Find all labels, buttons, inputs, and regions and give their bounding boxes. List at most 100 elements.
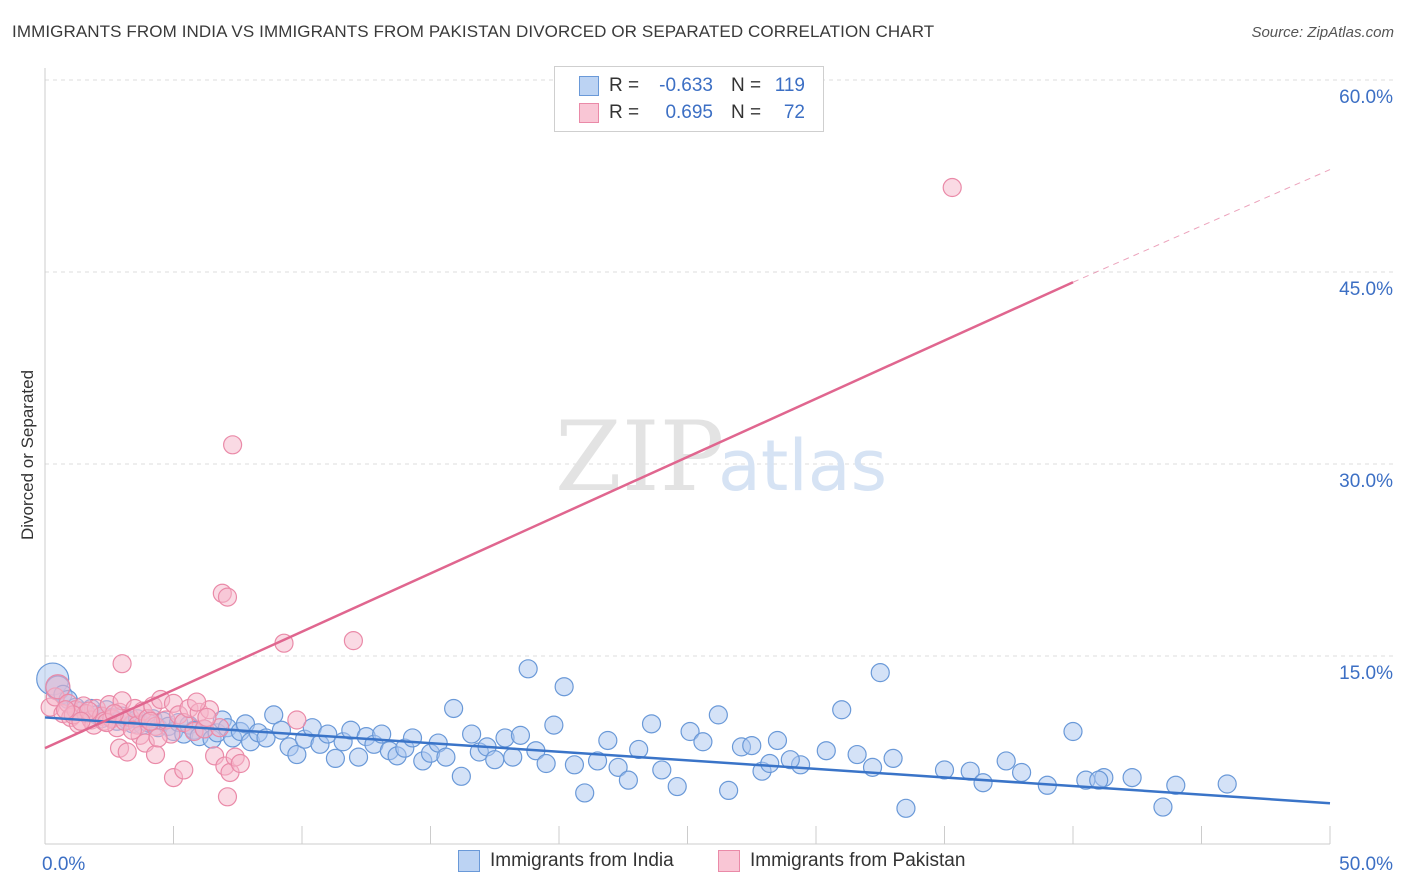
india-point: [760, 753, 780, 774]
series-swatch-pakistan: [718, 850, 740, 872]
india-point: [1153, 797, 1173, 817]
pakistan-point: [45, 674, 71, 700]
india-point: [503, 747, 523, 767]
india-point: [536, 753, 556, 774]
legend-r-label: R =: [609, 102, 640, 123]
india-point: [462, 724, 482, 744]
india-point: [544, 715, 564, 735]
series-name-india: Immigrants from India: [490, 850, 674, 871]
india-point: [667, 776, 687, 797]
india-point: [693, 732, 713, 752]
india-point: [870, 663, 890, 683]
india-point: [564, 755, 585, 775]
legend-swatch-india: [579, 76, 599, 96]
india-point: [264, 705, 284, 725]
series-name-pakistan: Immigrants from Pakistan: [750, 850, 966, 871]
india-point: [510, 725, 531, 745]
pakistan-point: [230, 753, 250, 774]
india-point: [1089, 770, 1109, 790]
series-legend-india: Immigrants from India: [458, 850, 674, 872]
india-point: [325, 748, 346, 769]
pakistan-point: [223, 435, 243, 455]
india-point: [598, 730, 618, 751]
legend-r-label: R =: [609, 75, 640, 96]
watermark: ZIP atlas: [555, 401, 887, 513]
india-point: [451, 766, 471, 786]
india-point: [271, 720, 292, 740]
y-tick-label: 45.0%: [1339, 279, 1393, 300]
legend-n-label: N =: [731, 102, 762, 123]
india-point: [767, 730, 788, 751]
legend-n-label: N =: [731, 75, 762, 96]
india-point: [1217, 774, 1237, 794]
india-point: [402, 728, 423, 748]
series-legend-pakistan: Immigrants from Pakistan: [718, 850, 965, 872]
india-point: [896, 798, 916, 818]
india-point: [587, 751, 608, 771]
source-label: Source: ZipAtlas.com: [1251, 24, 1394, 41]
india-trend-line: [44, 716, 1331, 805]
pakistan-point: [140, 711, 160, 731]
india-point: [832, 700, 852, 720]
india-point: [629, 739, 649, 760]
india-point: [518, 659, 538, 679]
india-point: [1011, 762, 1032, 783]
pakistan-point: [55, 700, 76, 720]
pakistan-point: [148, 728, 168, 748]
x-tick-label: 50.0%: [1339, 854, 1393, 875]
india-point: [973, 773, 993, 793]
chart-title: IMMIGRANTS FROM INDIA VS IMMIGRANTS FROM…: [12, 22, 935, 41]
india-point: [816, 741, 836, 761]
trend-lines: [44, 169, 1331, 805]
pakistan-point: [174, 760, 194, 780]
pakistan-point: [187, 692, 207, 712]
x-tick-labels: 0.0% 50.0%: [42, 854, 1393, 875]
legend-n-value: 72: [783, 102, 805, 123]
y-tick-label: 60.0%: [1339, 87, 1393, 108]
watermark-zip: ZIP: [555, 401, 724, 513]
pakistan-point: [122, 720, 142, 740]
pakistan-points: [40, 177, 962, 807]
correlation-legend: R = -0.633 N = 119 R = 0.695 N = 72: [554, 66, 824, 132]
x-tick-label: 0.0%: [42, 854, 85, 875]
india-point: [608, 757, 628, 777]
india-point: [1063, 721, 1083, 742]
india-points: [36, 659, 1237, 818]
india-point: [996, 751, 1016, 771]
india-point: [1166, 775, 1186, 795]
india-point: [554, 677, 574, 697]
pakistan-point: [287, 710, 307, 730]
india-point: [680, 721, 700, 742]
india-point: [780, 750, 800, 770]
series-legend: Immigrants from India Immigrants from Pa…: [0, 850, 1406, 878]
india-point: [1122, 767, 1142, 788]
pakistan-point: [343, 631, 363, 651]
pakistan-point: [197, 707, 217, 728]
india-point: [847, 744, 867, 765]
pakistan-point: [217, 787, 238, 807]
india-point: [436, 747, 456, 767]
legend-n-value: 119: [774, 75, 805, 96]
india-point: [444, 698, 464, 719]
pakistan-point: [112, 654, 132, 674]
india-point: [287, 744, 307, 765]
india-point: [485, 750, 505, 770]
y-tick-label: 15.0%: [1339, 663, 1393, 684]
y-tick-labels: 15.0% 30.0% 45.0% 60.0%: [1339, 87, 1393, 684]
pakistan-trend-extension: [1072, 169, 1331, 283]
india-point: [641, 714, 662, 734]
legend-swatch-pakistan: [579, 103, 599, 123]
pakistan-point: [117, 742, 137, 762]
india-point: [318, 724, 338, 744]
pakistan-point: [145, 744, 166, 765]
india-point: [934, 760, 955, 780]
india-point: [719, 780, 739, 801]
pakistan-point: [942, 177, 962, 198]
pakistan-point: [217, 587, 238, 607]
legend-r-value: -0.633: [659, 75, 713, 96]
india-point: [575, 783, 595, 803]
india-point: [883, 748, 903, 769]
india-point: [618, 770, 638, 790]
legend-r-value: 0.695: [665, 102, 713, 123]
legend-row-pakistan: R = 0.695 N = 72: [579, 100, 805, 126]
